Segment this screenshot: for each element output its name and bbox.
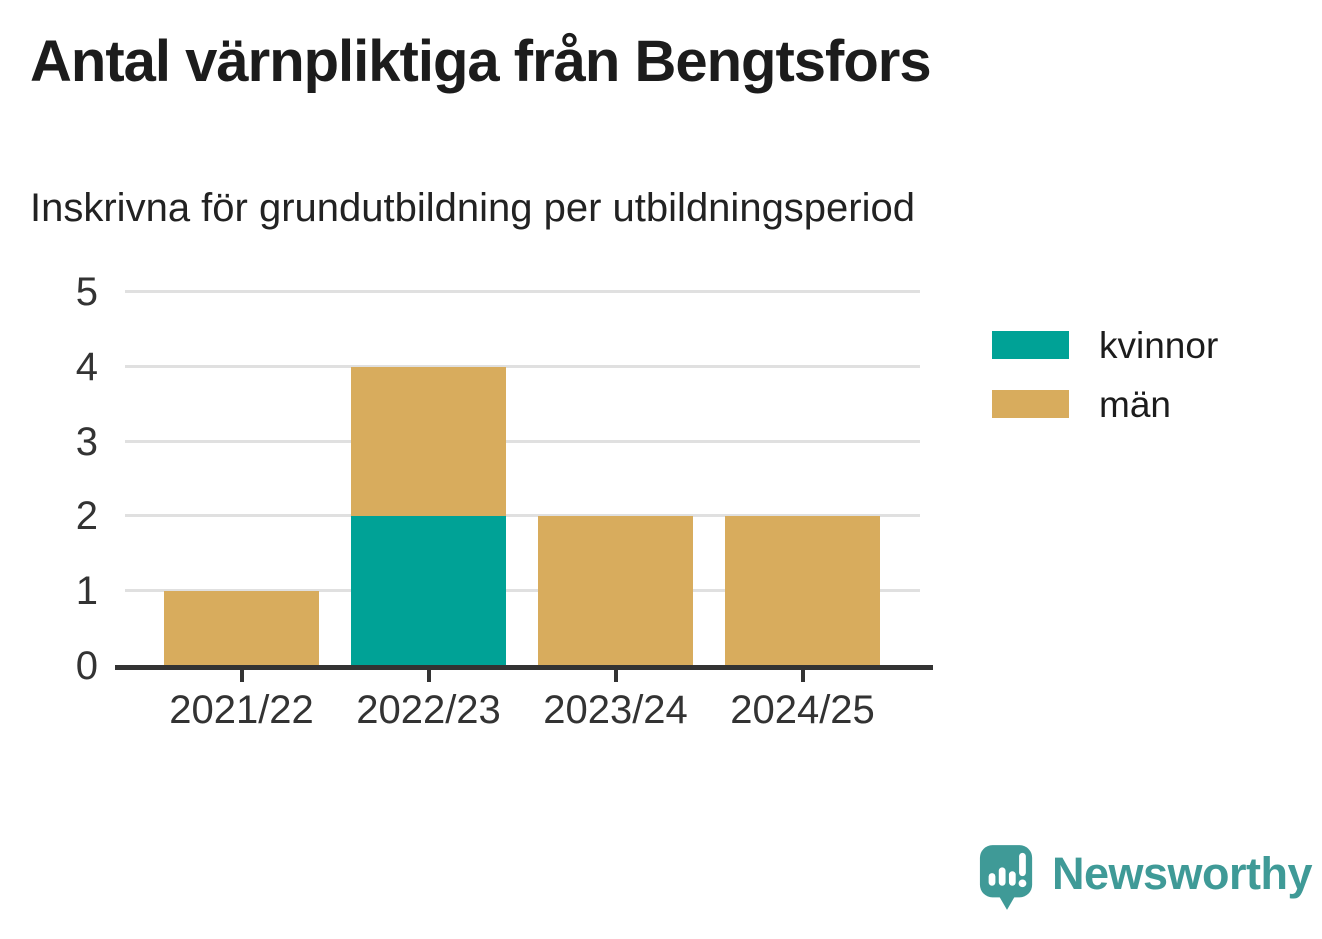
y-tick-label-1: 1 (75, 569, 98, 614)
gridline-4 (125, 364, 920, 368)
x-tick-2022/23 (426, 668, 431, 682)
bar-kvinnor-2022/23 (351, 516, 506, 666)
x-tick-label-2021/22: 2021/22 (169, 688, 314, 732)
chart-subtitle: Inskrivna för grundutbildning per utbild… (30, 186, 915, 230)
legend-label-kvinnor: kvinnor (1099, 324, 1219, 366)
bar-män-2023/24 (538, 516, 693, 666)
plot-area (115, 290, 933, 682)
y-axis-labels: 0 1 2 3 4 5 (0, 270, 98, 688)
x-tick-2021/22 (239, 668, 244, 682)
gridline-3 (125, 439, 920, 443)
x-tick-2024/25 (800, 668, 805, 682)
x-tick-label-2022/23: 2022/23 (356, 688, 501, 732)
legend-swatch-kvinnor (992, 331, 1069, 359)
bar-män-2021/22 (164, 591, 319, 666)
y-tick-label-3: 3 (75, 419, 98, 464)
legend-item-män: män (992, 386, 1218, 423)
x-tick-label-2023/24: 2023/24 (543, 688, 688, 732)
branding: Newsworthy (978, 843, 1313, 913)
gridline-5 (125, 290, 920, 293)
gridline-1 (125, 589, 920, 593)
y-tick-label-0: 0 (75, 644, 98, 688)
gridline-2 (125, 514, 920, 518)
y-tick-label-5: 5 (75, 270, 98, 314)
legend: kvinnor män (992, 327, 1218, 449)
x-axis-line (115, 665, 933, 670)
y-tick-label-2: 2 (75, 494, 98, 539)
brand-name: Newsworthy (1052, 847, 1313, 899)
bar-män-2022/23 (351, 366, 506, 517)
x-tick-label-2024/25: 2024/25 (730, 688, 875, 732)
legend-item-kvinnor: kvinnor (992, 327, 1218, 364)
bar-män-2024/25 (725, 516, 880, 666)
x-axis-labels: 2021/22 2022/23 2023/24 2024/25 (0, 688, 1322, 738)
y-tick-label-4: 4 (75, 344, 98, 389)
x-tick-2023/24 (613, 668, 618, 682)
legend-label-män: män (1099, 383, 1171, 425)
legend-swatch-män (992, 390, 1069, 418)
newsworthy-logo-icon (979, 845, 1033, 910)
chart-title: Antal värnpliktiga från Bengtsfors (30, 29, 932, 94)
